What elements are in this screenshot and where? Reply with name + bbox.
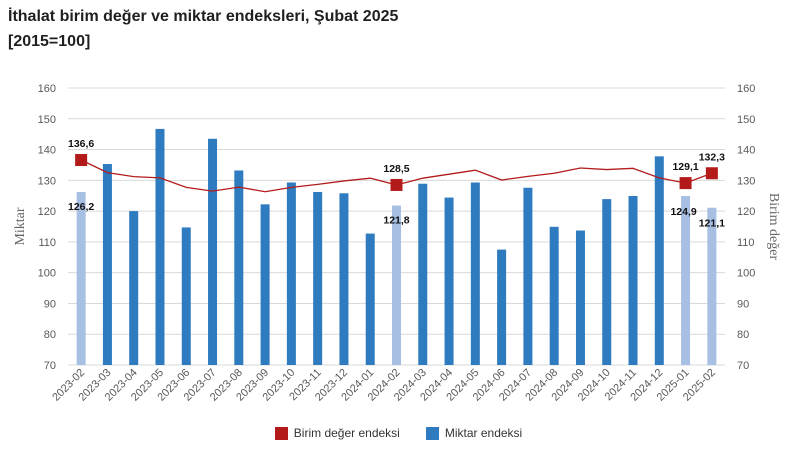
legend-label-quantity: Miktar endeksi bbox=[444, 426, 523, 440]
marker-2024-02 bbox=[390, 178, 403, 191]
bar-2023-02 bbox=[76, 192, 86, 365]
y-tick-right: 150 bbox=[737, 114, 755, 126]
bar-2024-08 bbox=[549, 226, 559, 365]
y-tick-left: 80 bbox=[44, 329, 56, 341]
bar-2023-07 bbox=[208, 138, 218, 365]
y-tick-left: 150 bbox=[38, 114, 56, 126]
y-tick-right: 70 bbox=[737, 360, 749, 372]
bar-2024-04 bbox=[444, 197, 454, 365]
y-tick-right: 80 bbox=[737, 329, 749, 341]
chart-legend: Birim değer endeksi Miktar endeksi bbox=[0, 426, 797, 440]
y-tick-right: 110 bbox=[737, 237, 755, 249]
bar-2025-02 bbox=[707, 207, 717, 365]
bar-2024-01 bbox=[365, 233, 375, 365]
bar-2024-05 bbox=[470, 182, 480, 365]
chart-subtitle: [2015=100] bbox=[8, 33, 91, 50]
chart-title: İthalat birim değer ve miktar endeksleri… bbox=[8, 8, 399, 25]
y-tick-right: 160 bbox=[737, 83, 755, 95]
legend-item-quantity[interactable]: Miktar endeksi bbox=[425, 426, 523, 440]
bar-2023-10 bbox=[286, 182, 296, 365]
y-tick-right: 140 bbox=[737, 145, 755, 157]
y-tick-right: 130 bbox=[737, 175, 755, 187]
bar-2024-02 bbox=[392, 205, 401, 365]
y-tick-left: 90 bbox=[44, 298, 56, 310]
bar-2023-09 bbox=[260, 204, 270, 365]
y-axis-label-right: Birim değer bbox=[766, 193, 781, 261]
bar-2024-03 bbox=[418, 183, 428, 365]
y-tick-left: 130 bbox=[38, 175, 56, 187]
bar-2023-04 bbox=[129, 211, 139, 365]
legend-swatch-unit-value bbox=[274, 426, 288, 440]
bar-2024-09 bbox=[575, 230, 585, 365]
y-tick-left: 160 bbox=[38, 83, 56, 95]
bar-2024-10 bbox=[602, 199, 612, 365]
y-tick-right: 90 bbox=[737, 298, 749, 310]
bar-2024-11 bbox=[628, 196, 638, 365]
bar-2025-01 bbox=[681, 196, 691, 365]
bar-2023-12 bbox=[339, 193, 349, 365]
data-label: 132,3 bbox=[699, 151, 725, 163]
data-label: 136,6 bbox=[68, 138, 94, 150]
y-tick-left: 100 bbox=[38, 268, 56, 280]
marker-2025-01 bbox=[679, 177, 692, 190]
bar-2023-11 bbox=[313, 192, 323, 365]
data-label: 129,1 bbox=[672, 161, 698, 173]
y-tick-left: 120 bbox=[38, 206, 56, 218]
bar-2023-08 bbox=[234, 170, 244, 365]
data-label: 124,9 bbox=[670, 206, 696, 218]
data-label: 121,8 bbox=[383, 215, 409, 227]
legend-swatch-quantity bbox=[425, 426, 439, 440]
bar-2023-03 bbox=[102, 164, 112, 365]
legend-label-unit-value: Birim değer endeksi bbox=[293, 426, 400, 440]
y-tick-left: 70 bbox=[44, 360, 56, 372]
bar-2023-05 bbox=[155, 128, 165, 365]
bar-2023-06 bbox=[181, 227, 191, 365]
data-label: 128,5 bbox=[383, 163, 409, 175]
bar-2024-06 bbox=[497, 249, 507, 365]
marker-2025-02 bbox=[705, 167, 718, 180]
y-tick-right: 120 bbox=[737, 206, 755, 218]
bar-2024-07 bbox=[523, 187, 533, 365]
bar-2024-12 bbox=[654, 156, 664, 365]
data-label: 126,2 bbox=[68, 201, 94, 213]
y-tick-left: 140 bbox=[38, 145, 56, 157]
y-tick-right: 100 bbox=[737, 268, 755, 280]
y-tick-left: 110 bbox=[38, 237, 56, 249]
legend-item-unit-value[interactable]: Birim değer endeksi bbox=[274, 426, 400, 440]
marker-2023-02 bbox=[75, 154, 88, 167]
y-axis-label-left: Miktar bbox=[13, 207, 28, 245]
data-label: 121,1 bbox=[699, 218, 725, 230]
